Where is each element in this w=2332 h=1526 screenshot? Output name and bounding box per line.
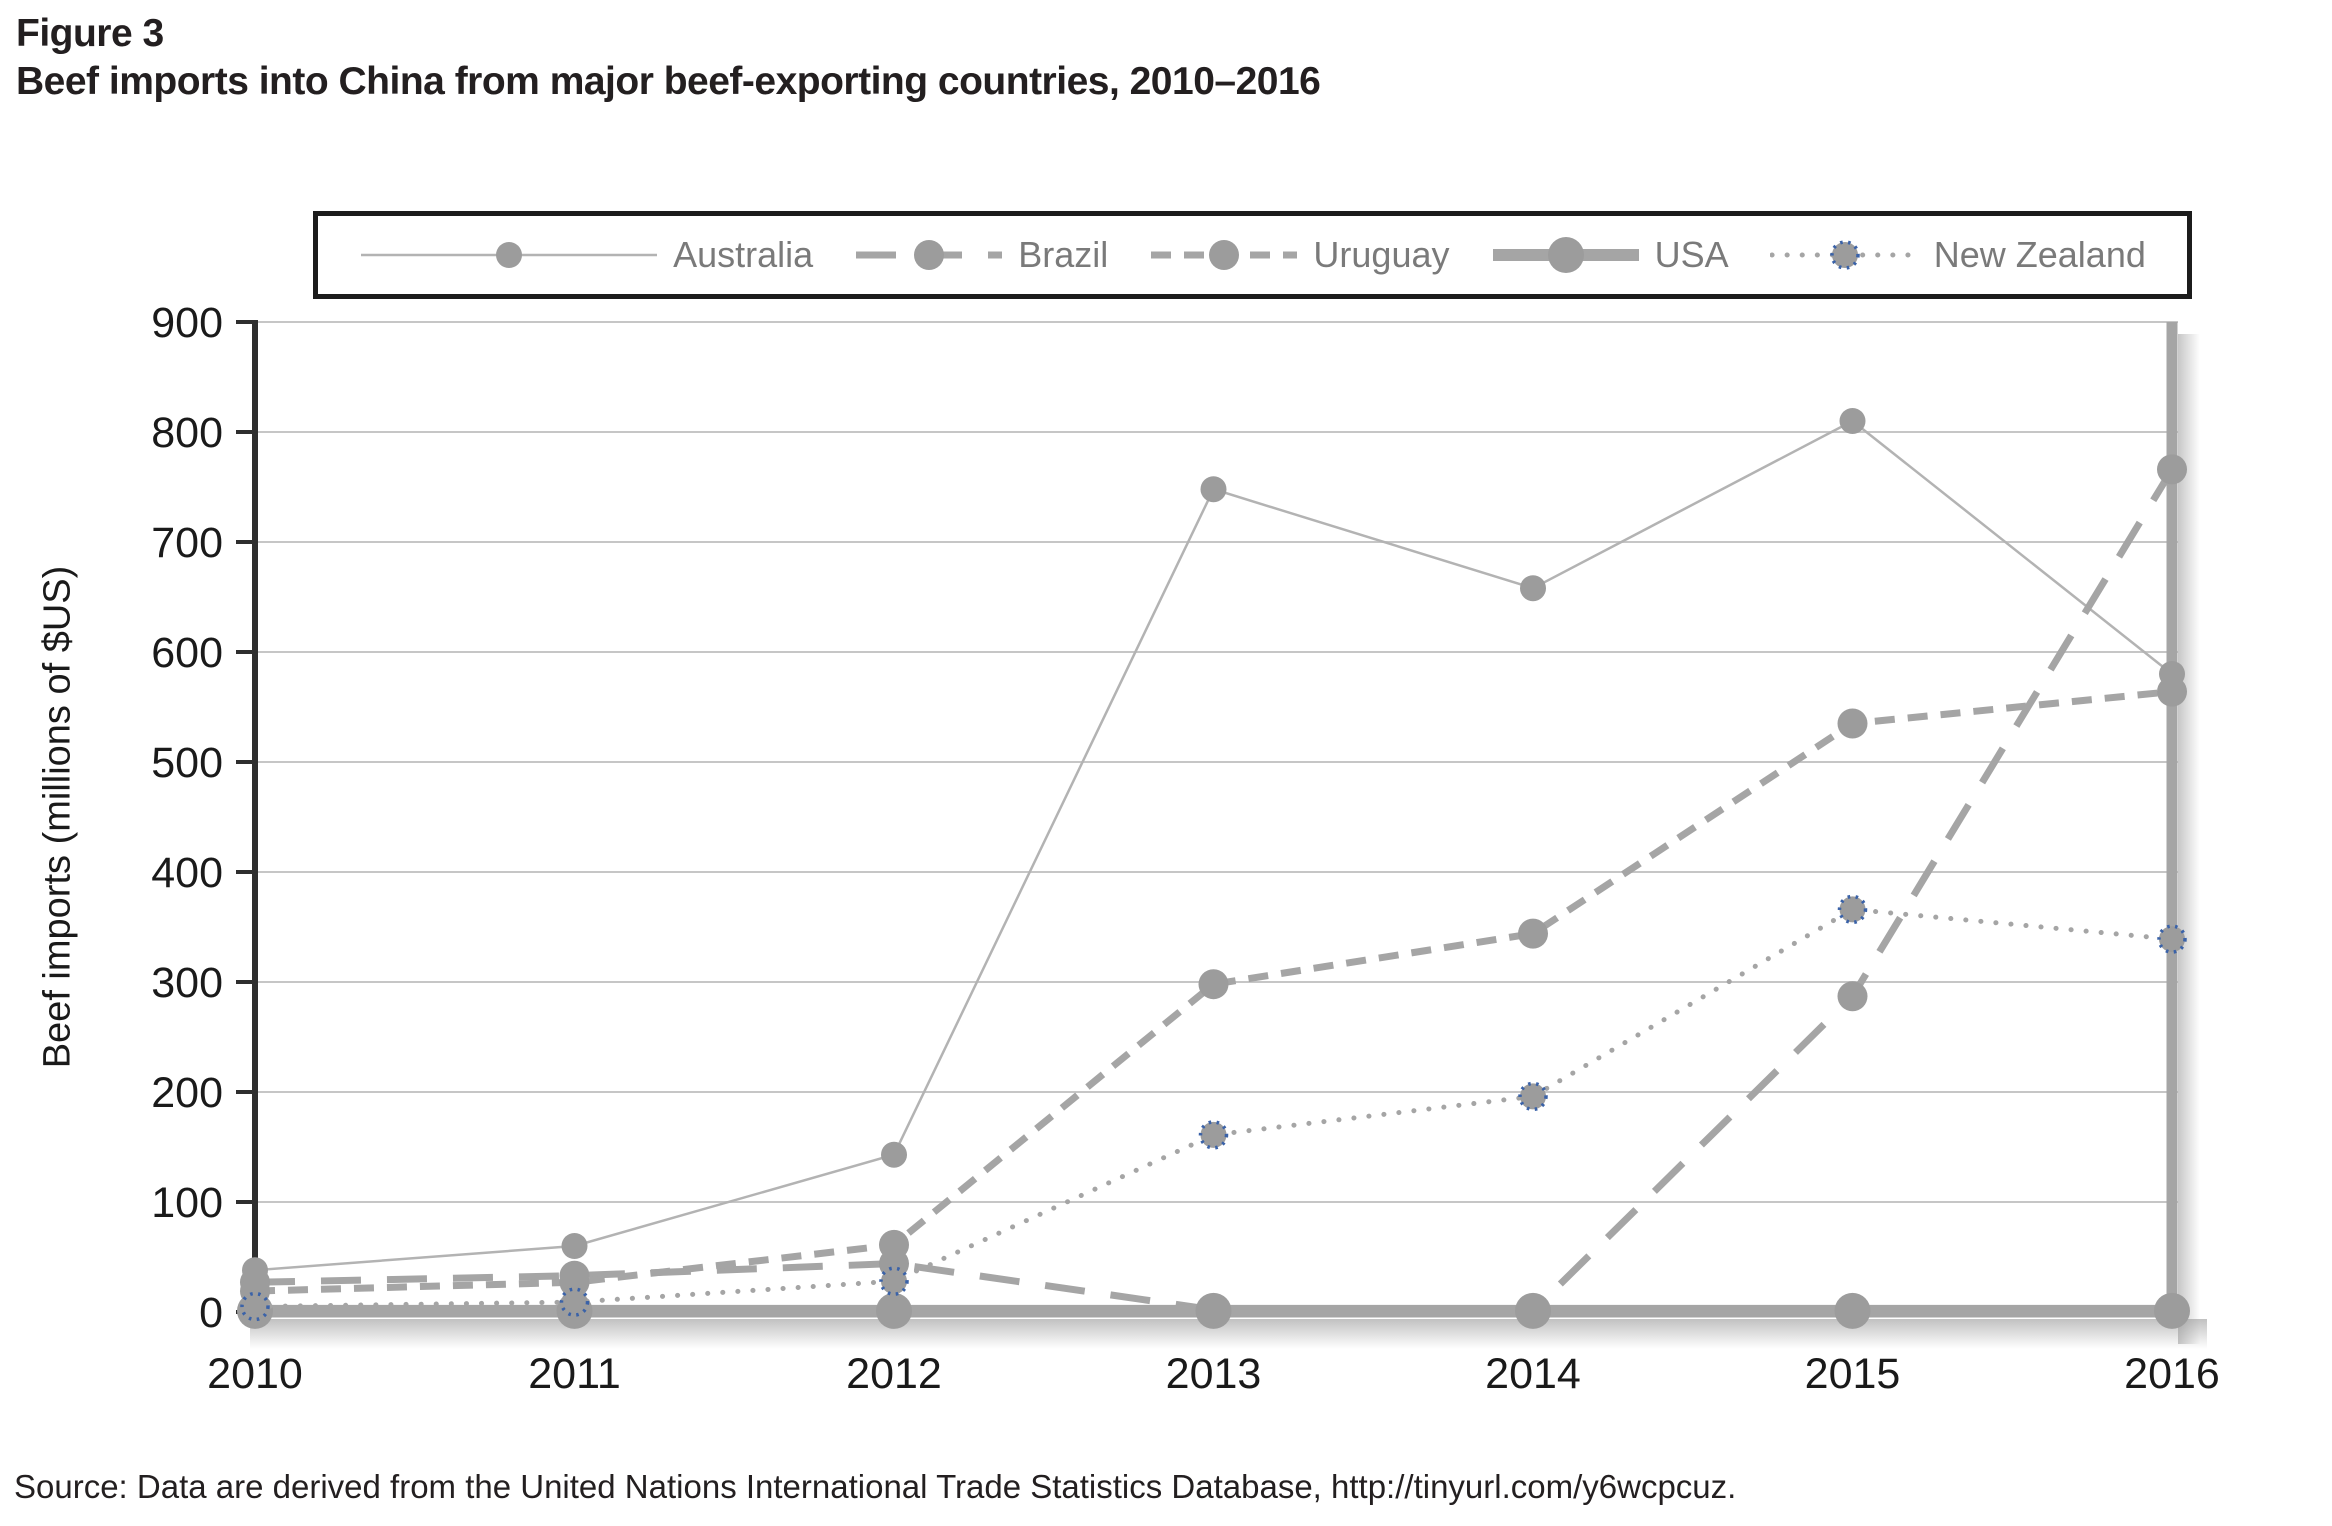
legend-item-new-zealand: New Zealand: [1769, 227, 2146, 283]
legend-item-australia: Australia: [359, 227, 813, 283]
source-note: Source: Data are derived from the United…: [14, 1468, 1737, 1505]
legend-item-brazil: Brazil: [854, 227, 1108, 283]
y-tick-label-200: 200: [151, 1069, 223, 1117]
data-point: [1200, 476, 1227, 503]
data-point: [2157, 676, 2187, 707]
data-point: [1198, 969, 1229, 1000]
legend-item-uruguay: Uruguay: [1149, 227, 1450, 283]
series-line: [254, 467, 2175, 1315]
y-tick-label-300: 300: [151, 959, 223, 1007]
x-tick-label-2011: 2011: [528, 1350, 620, 1398]
data-point: [1837, 894, 1868, 925]
series-line: [252, 906, 2175, 1309]
data-point: [1195, 1292, 1232, 1329]
data-point: [1520, 575, 1546, 602]
right-border-shadow: [2178, 334, 2200, 1344]
x-tick-label-2010: 2010: [207, 1350, 303, 1398]
data-point: [1518, 918, 1548, 949]
series-brazil: [240, 454, 2187, 1326]
y-tick-label-600: 600: [151, 629, 223, 677]
legend-sample: [1492, 237, 1639, 273]
series-australia: [242, 408, 2185, 1284]
data-point: [1834, 1292, 1871, 1329]
data-point: [561, 1233, 588, 1259]
legend-sample: [1151, 240, 1298, 270]
legend-item-usa: USA: [1491, 227, 1729, 283]
data-point: [879, 1229, 909, 1260]
x-tick-label-2015: 2015: [1805, 1350, 1901, 1398]
y-tick-label-500: 500: [151, 739, 223, 787]
x-axis-shadow: [250, 1319, 2207, 1349]
legend-sample: [856, 240, 1003, 270]
data-point: [2157, 454, 2187, 485]
x-tick-label-2013: 2013: [1166, 1350, 1262, 1398]
y-tick-label-0: 0: [199, 1289, 223, 1337]
series-uruguay: [240, 676, 2187, 1307]
data-point: [1837, 708, 1868, 739]
data-point: [2154, 1292, 2190, 1329]
data-point: [559, 1267, 590, 1298]
legend-sample: [361, 242, 658, 268]
data-point: [2157, 924, 2187, 954]
data-point: [559, 1287, 590, 1317]
data-point: [1198, 1120, 1229, 1150]
x-tick-label-2014: 2014: [1485, 1350, 1581, 1398]
legend-label: Brazil: [1018, 234, 1109, 275]
x-tick-label-2012: 2012: [846, 1350, 942, 1398]
figure-title: Beef imports into China from major beef-…: [16, 60, 1321, 103]
data-point: [879, 1266, 909, 1296]
legend-label: New Zealand: [1933, 234, 2146, 275]
y-tick-label-100: 100: [151, 1179, 223, 1227]
legend-label: Australia: [673, 234, 814, 275]
y-tick-label-700: 700: [151, 519, 223, 567]
figure-label: Figure 3: [16, 12, 164, 55]
y-tick-label-800: 800: [151, 409, 223, 457]
data-point: [1837, 981, 1868, 1012]
data-point: [1515, 1292, 1551, 1329]
y-tick-label-400: 400: [151, 849, 223, 897]
legend-label: Uruguay: [1313, 234, 1450, 275]
data-point: [1839, 408, 1866, 434]
data-point: [240, 1291, 270, 1322]
y-tick-label-900: 900: [151, 299, 223, 347]
data-point: [1518, 1081, 1548, 1112]
legend-label: USA: [1654, 234, 1729, 275]
legend: Australia Brazil Uruguay USA New Zealand: [313, 211, 2192, 299]
series-new-zealand: [240, 894, 2187, 1322]
data-point: [881, 1141, 907, 1168]
legend-sample: [1769, 240, 1920, 270]
x-tick-label-2016: 2016: [2124, 1350, 2220, 1398]
data-point: [876, 1292, 912, 1329]
